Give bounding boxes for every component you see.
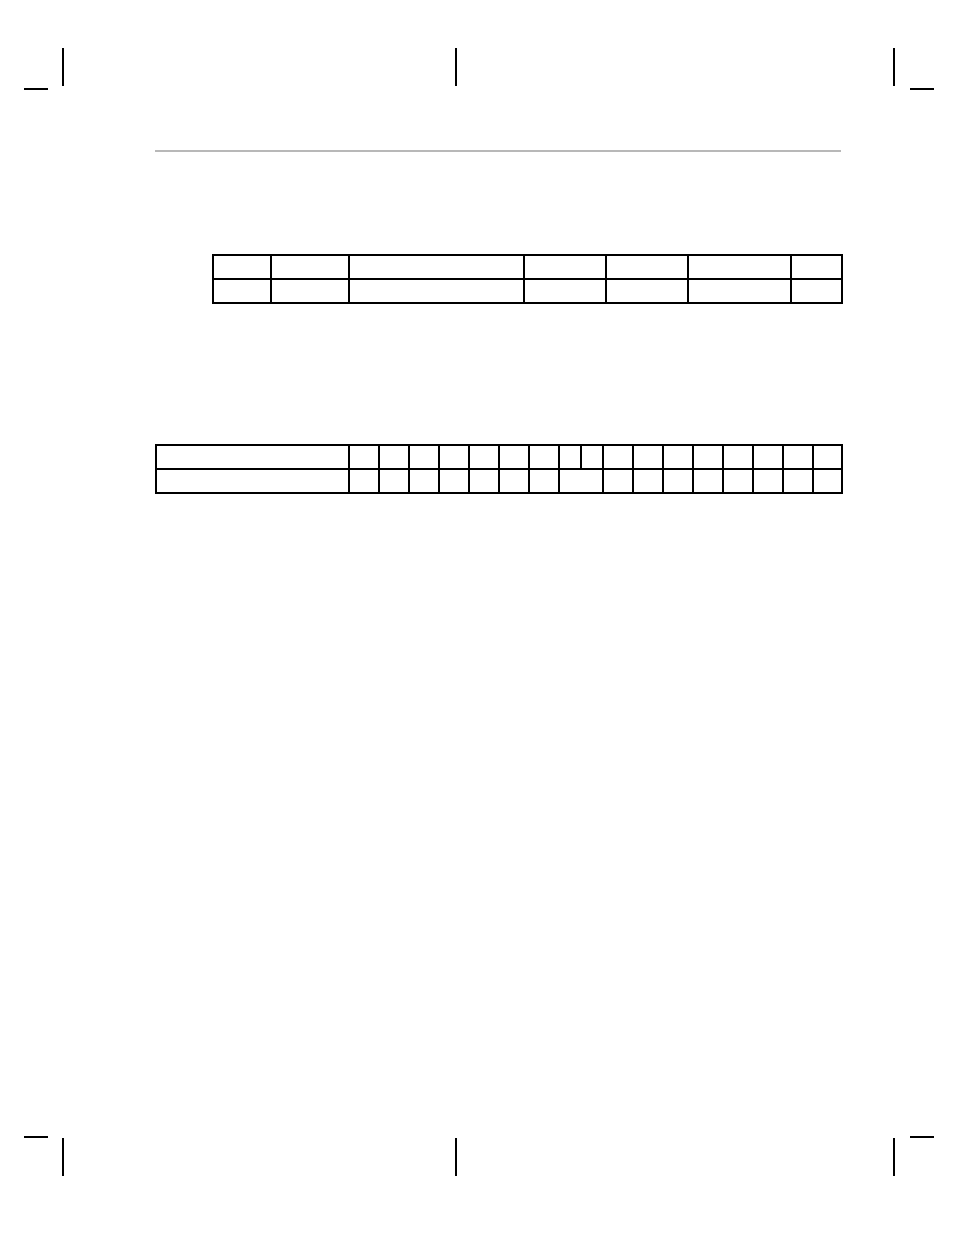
table-2 (155, 444, 843, 494)
cell (693, 469, 723, 493)
cell (439, 445, 469, 469)
cell (524, 279, 606, 303)
header-rule (155, 150, 841, 152)
cell (753, 445, 783, 469)
table-row (213, 279, 842, 303)
cell (156, 469, 349, 493)
crop-mark-tl-h (24, 88, 48, 90)
cell (213, 255, 271, 279)
table-row (156, 469, 842, 493)
cell (606, 255, 688, 279)
cell (349, 255, 524, 279)
cell (688, 255, 791, 279)
cell (813, 445, 842, 469)
cell (409, 445, 439, 469)
cell (783, 445, 813, 469)
cell (791, 279, 842, 303)
cell (688, 279, 791, 303)
cell (723, 445, 753, 469)
cell (499, 469, 529, 493)
cell (753, 469, 783, 493)
crop-mark-br-h (910, 1136, 934, 1138)
table-row (156, 445, 842, 469)
cell (663, 445, 693, 469)
cell (349, 445, 379, 469)
cell (559, 469, 603, 493)
cell (633, 469, 663, 493)
cell (379, 445, 409, 469)
crop-mark-tr-h (910, 88, 934, 90)
cell (379, 469, 409, 493)
cell (813, 469, 842, 493)
cell (606, 279, 688, 303)
crop-mark-bm-v (455, 1138, 457, 1176)
crop-mark-tr-v (893, 48, 895, 86)
cell (409, 469, 439, 493)
cell (783, 469, 813, 493)
cell (723, 469, 753, 493)
cell (581, 445, 603, 469)
cell (559, 445, 581, 469)
crop-mark-br-v (893, 1138, 895, 1176)
cell (469, 469, 499, 493)
cell (271, 255, 349, 279)
cell (499, 445, 529, 469)
cell (663, 469, 693, 493)
cell (633, 445, 663, 469)
cell (693, 445, 723, 469)
cell (603, 445, 633, 469)
cell (529, 469, 559, 493)
table-row (213, 255, 842, 279)
table-1 (212, 254, 843, 304)
crop-mark-bl-v (62, 1138, 64, 1176)
cell (439, 469, 469, 493)
cell (603, 469, 633, 493)
cell (156, 445, 349, 469)
cell (349, 469, 379, 493)
cell (349, 279, 524, 303)
crop-mark-bl-h (24, 1136, 48, 1138)
crop-mark-tl-v (62, 48, 64, 86)
cell (271, 279, 349, 303)
cell (524, 255, 606, 279)
cell (213, 279, 271, 303)
page-content (155, 150, 841, 494)
cell (469, 445, 499, 469)
crop-mark-tm-v (455, 48, 457, 86)
cell (791, 255, 842, 279)
cell (529, 445, 559, 469)
